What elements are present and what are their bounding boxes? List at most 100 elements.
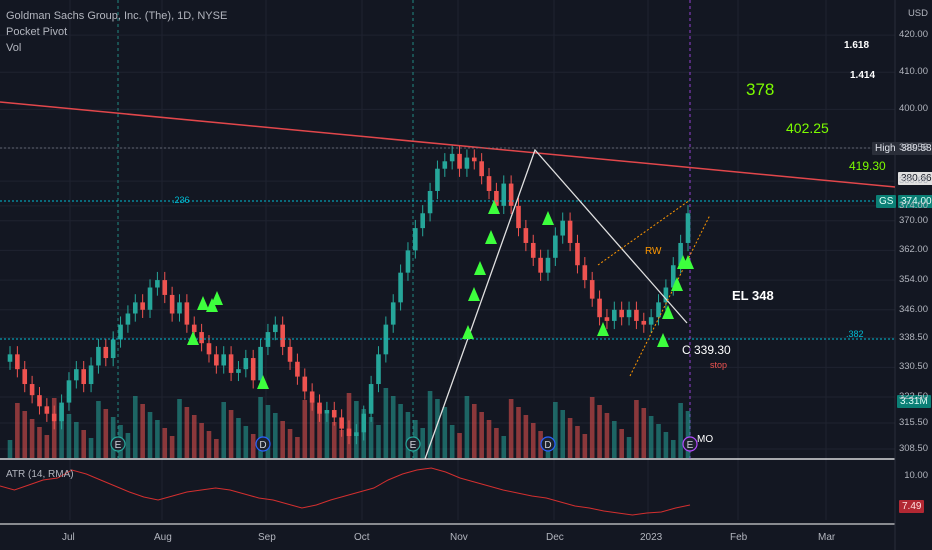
candle-body: [324, 410, 330, 414]
candle-body: [427, 190, 433, 214]
mo-label: MO: [697, 434, 714, 445]
volume-bar: [37, 427, 42, 458]
candle-body: [435, 168, 440, 191]
time-tick-label: Oct: [354, 532, 370, 543]
el-label: EL 348: [732, 288, 774, 303]
volume-bar: [22, 411, 28, 458]
indicator-pocket-pivot[interactable]: Pocket Pivot: [6, 26, 68, 38]
level-380-label: 380.66: [898, 172, 932, 185]
candle-body: [405, 250, 411, 273]
pocket-pivot-arrows: [187, 200, 694, 389]
volume-bar: [494, 428, 499, 458]
volume-bar: [155, 420, 160, 458]
candlesticks: [7, 145, 691, 445]
candle-body: [567, 220, 573, 243]
volume-bar: [656, 424, 661, 458]
candle-body: [280, 324, 285, 347]
atr-pane: [0, 467, 691, 516]
candle-body: [184, 302, 190, 325]
price-tick-label: 400.00: [898, 103, 928, 115]
resistance-trendline: [0, 101, 896, 188]
indicator-atr[interactable]: ATR (14, RMA): [6, 469, 74, 480]
candle-body: [538, 257, 543, 273]
volume-bar: [81, 430, 86, 458]
price-tick-label: 308.50: [898, 443, 928, 454]
volume-bar: [59, 406, 64, 458]
candle-body: [110, 339, 116, 359]
volume-bar: [199, 423, 204, 458]
price-axis-unit: USD: [907, 8, 928, 19]
volume-bar: [604, 413, 610, 458]
candle-body: [619, 309, 624, 318]
volume-bar: [96, 401, 101, 458]
pocket-pivot-arrow: [197, 296, 209, 310]
rw-label: RW: [645, 246, 662, 257]
time-tick-label: Dec: [546, 532, 564, 543]
candle-body: [66, 380, 72, 403]
candle-body: [228, 354, 234, 373]
wedge-upper: [597, 199, 691, 266]
volume-bar: [516, 407, 521, 458]
volume-bar: [383, 388, 389, 458]
candle-body: [449, 153, 455, 162]
candle-body: [81, 369, 86, 385]
zigzag-line: [424, 148, 688, 460]
volume-bar: [575, 426, 580, 458]
volume-bar: [648, 416, 654, 458]
candle-body: [560, 220, 566, 236]
volume-bar: [125, 433, 131, 458]
price-tick-label: 410.00: [898, 66, 928, 78]
candle-body: [206, 343, 212, 355]
pocket-pivot-arrow: [485, 230, 497, 244]
volume-bar: [626, 437, 632, 458]
volume-bar: [471, 404, 477, 458]
price-tick-label: 354.00: [898, 274, 928, 286]
volume-bar: [147, 412, 153, 458]
price-tick-label: 374.00: [898, 199, 928, 211]
volume-bar: [398, 404, 403, 458]
dividend-marker: [540, 436, 556, 452]
volume-bar: [457, 433, 462, 458]
volume-bar: [420, 428, 425, 458]
price-tick-label: 370.00: [898, 214, 928, 226]
candle-body: [413, 228, 418, 251]
volume-bar: [7, 440, 13, 458]
event-marker-letter: D: [259, 440, 266, 451]
candle-body: [59, 402, 64, 422]
fib-1414-label: 1.414: [850, 70, 876, 81]
candle-body: [390, 302, 396, 325]
volume-bar: [243, 426, 249, 458]
price-tick-label: 338.50: [898, 331, 928, 343]
price-tick-label: 389.58: [898, 142, 928, 153]
volume-bar: [670, 440, 676, 458]
atr-line: [0, 467, 691, 516]
earnings-marker: [682, 436, 698, 452]
candle-body: [44, 406, 50, 414]
candle-body: [147, 287, 153, 310]
candle-body: [376, 354, 381, 385]
volume-bar: [486, 420, 492, 458]
volume-bar: [214, 439, 219, 458]
time-tick-label: Aug: [154, 532, 172, 543]
volume-bar: [184, 407, 190, 458]
wedge-lower: [629, 214, 711, 377]
volume-bar: [110, 417, 116, 458]
volume-bar: [678, 403, 683, 458]
candle-body: [331, 410, 337, 418]
candle-body: [214, 354, 219, 366]
volume-bar: [368, 417, 374, 458]
candle-body: [398, 272, 403, 303]
candle-body: [670, 265, 676, 288]
volume-bar: [376, 425, 381, 458]
indicator-vol[interactable]: Vol: [6, 42, 22, 54]
candle-body: [29, 384, 35, 396]
candle-body: [236, 369, 241, 373]
candle-body: [612, 309, 617, 321]
volume-bar: [169, 436, 175, 458]
price-tick-label: 315.50: [898, 417, 928, 428]
volume-bar: [295, 437, 300, 458]
candle-body: [420, 213, 425, 229]
volume-bar: [191, 415, 197, 458]
candle-body: [685, 213, 691, 243]
